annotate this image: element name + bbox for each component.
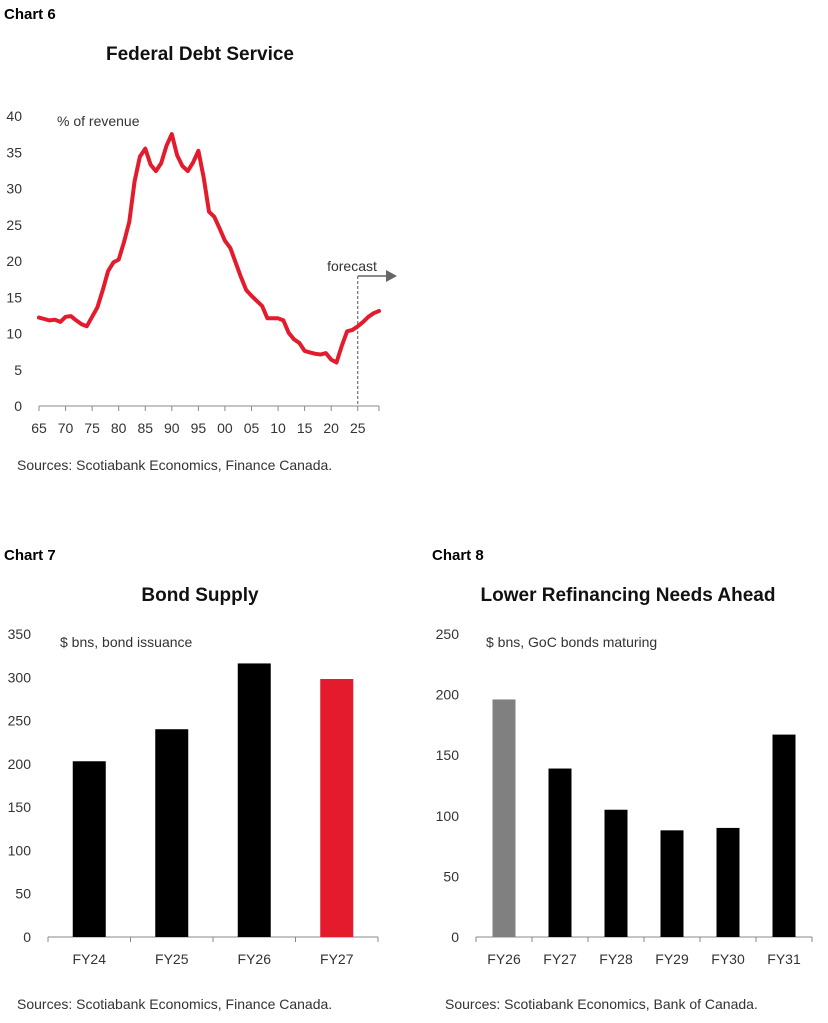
chart-7-title: Bond Supply bbox=[141, 585, 259, 606]
y-tick-label: 300 bbox=[8, 669, 32, 685]
y-tick-label: 20 bbox=[6, 253, 22, 269]
x-tick-label: FY24 bbox=[73, 951, 107, 967]
x-tick-label: 80 bbox=[111, 420, 127, 436]
x-tick-label: FY31 bbox=[767, 951, 801, 967]
y-tick-label: 25 bbox=[6, 217, 22, 233]
x-tick-label: FY25 bbox=[155, 951, 189, 967]
y-tick-label: 15 bbox=[6, 289, 22, 305]
y-tick-label: 250 bbox=[436, 626, 460, 642]
chart-7-label: Chart 7 bbox=[4, 547, 56, 564]
x-tick-label: 90 bbox=[164, 420, 180, 436]
chart-6-source: Sources: Scotiabank Economics, Finance C… bbox=[17, 457, 333, 473]
bar-fy30 bbox=[716, 827, 740, 937]
y-tick-label: 200 bbox=[436, 687, 460, 703]
x-tick-label: FY26 bbox=[238, 951, 272, 967]
bar-fy28 bbox=[604, 809, 628, 937]
bar-fy26 bbox=[237, 663, 271, 937]
y-tick-label: 0 bbox=[23, 929, 31, 945]
x-tick-label: 75 bbox=[84, 420, 100, 436]
y-axis-unit-label: % of revenue bbox=[57, 113, 140, 129]
x-tick-label: 05 bbox=[244, 420, 260, 436]
x-tick-label: FY27 bbox=[320, 951, 354, 967]
x-tick-label: FY30 bbox=[711, 951, 745, 967]
y-tick-label: 200 bbox=[8, 756, 32, 772]
x-tick-label: 70 bbox=[58, 420, 74, 436]
y-tick-label: 150 bbox=[436, 747, 460, 763]
bar-fy26 bbox=[492, 699, 516, 937]
forecast-label: forecast bbox=[327, 258, 377, 274]
bar-fy24 bbox=[72, 761, 106, 937]
y-axis-unit-label: $ bns, bond issuance bbox=[60, 634, 193, 650]
x-tick-label: FY26 bbox=[487, 951, 521, 967]
y-tick-label: 5 bbox=[14, 362, 22, 378]
bar-fy25 bbox=[155, 729, 189, 937]
y-tick-label: 10 bbox=[6, 326, 22, 342]
debt-service-series-line bbox=[37, 132, 381, 365]
y-tick-label: 100 bbox=[436, 808, 460, 824]
x-tick-label: 20 bbox=[323, 420, 339, 436]
x-tick-label: 10 bbox=[270, 420, 286, 436]
forecast-arrow-head bbox=[386, 270, 397, 282]
bar-fy27 bbox=[548, 768, 572, 937]
y-tick-label: 40 bbox=[6, 108, 22, 124]
chart-7-source: Sources: Scotiabank Economics, Finance C… bbox=[17, 996, 333, 1012]
x-tick-label: 65 bbox=[31, 420, 47, 436]
chart-6-title: Federal Debt Service bbox=[106, 44, 294, 65]
chart-8-source: Sources: Scotiabank Economics, Bank of C… bbox=[445, 996, 758, 1012]
y-tick-label: 50 bbox=[15, 886, 31, 902]
y-tick-label: 0 bbox=[451, 929, 459, 945]
x-tick-label: FY27 bbox=[543, 951, 577, 967]
y-tick-label: 35 bbox=[6, 144, 22, 160]
x-tick-label: FY29 bbox=[655, 951, 689, 967]
chart-8-title: Lower Refinancing Needs Ahead bbox=[480, 585, 776, 606]
bar-fy29 bbox=[660, 830, 684, 937]
bar-fy31 bbox=[772, 734, 796, 937]
y-axis-unit-label: $ bns, GoC bonds maturing bbox=[486, 634, 657, 650]
chart-6-label: Chart 6 bbox=[4, 6, 56, 23]
y-tick-label: 350 bbox=[8, 626, 32, 642]
x-tick-label: 25 bbox=[350, 420, 366, 436]
y-tick-label: 100 bbox=[8, 842, 32, 858]
y-tick-label: 30 bbox=[6, 181, 22, 197]
x-tick-label: 95 bbox=[191, 420, 207, 436]
bar-fy27 bbox=[320, 679, 354, 937]
y-tick-label: 150 bbox=[8, 799, 32, 815]
chart-8-label: Chart 8 bbox=[432, 547, 484, 564]
y-tick-label: 0 bbox=[14, 398, 22, 414]
x-tick-label: FY28 bbox=[599, 951, 633, 967]
x-tick-label: 00 bbox=[217, 420, 233, 436]
y-tick-label: 250 bbox=[8, 713, 32, 729]
x-tick-label: 15 bbox=[297, 420, 313, 436]
x-tick-label: 85 bbox=[137, 420, 153, 436]
y-tick-label: 50 bbox=[443, 868, 459, 884]
